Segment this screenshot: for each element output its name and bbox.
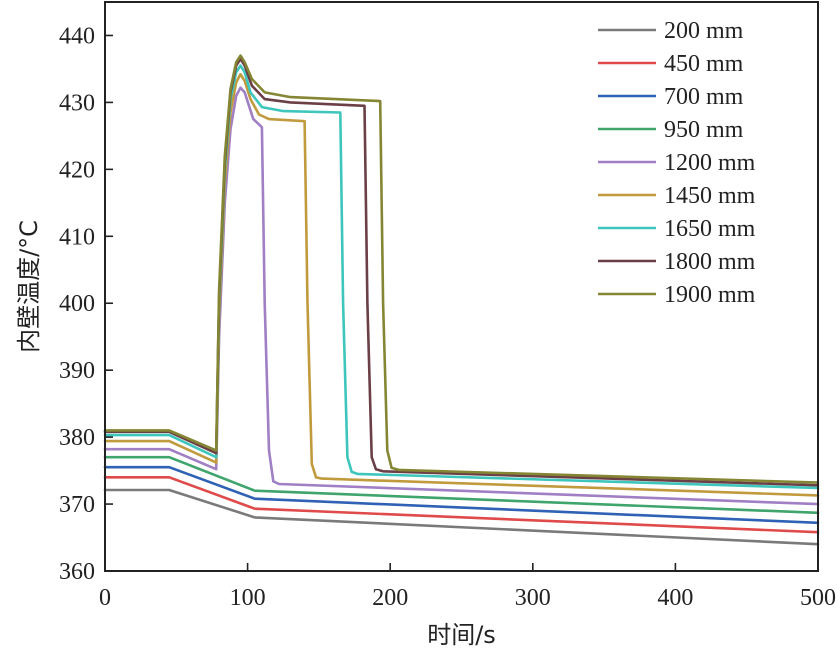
legend-label-3: 950 mm: [664, 117, 744, 143]
y-tick-label-8: 440: [59, 23, 95, 49]
y-tick-label-4: 400: [59, 291, 95, 317]
series-line-8: [103, 54, 820, 484]
legend-label-2: 700 mm: [664, 84, 744, 110]
y-tick-label-6: 420: [59, 157, 95, 183]
y-axis-label: 内壁温度/°C: [15, 220, 43, 353]
y-tick-label-1: 370: [59, 492, 95, 518]
series-layer: [103, 54, 820, 546]
series-line-1: [103, 476, 820, 534]
y-tick-label-3: 390: [59, 358, 95, 384]
y-tick-label-2: 380: [59, 425, 95, 451]
x-axis-label: 时间/s: [427, 621, 496, 649]
x-tick-label-0: 0: [99, 585, 111, 611]
x-tick-label-4: 400: [657, 585, 693, 611]
axis-ticks: 0 100 200 300 400 500 360 370 380 390 400 410 420 430…: [59, 23, 836, 611]
legend-label-8: 1900 mm: [664, 282, 756, 308]
x-tick-label-1: 100: [230, 585, 266, 611]
legend-label-4: 1200 mm: [664, 150, 756, 176]
x-tick-label-5: 500: [800, 585, 836, 611]
legend-label-6: 1650 mm: [664, 216, 756, 242]
x-tick-label-2: 200: [372, 585, 408, 611]
y-tick-label-7: 430: [59, 90, 95, 116]
legend-label-1: 450 mm: [664, 51, 744, 77]
legend: 200 mm 450 mm 700 mm 950 mm 1200 mm 1450 mm 16…: [598, 18, 756, 308]
plot-frame: [104, 1, 819, 572]
series-line-3: [103, 455, 820, 515]
y-tick-label-5: 410: [59, 224, 95, 250]
y-tick-label-0: 360: [59, 559, 95, 585]
x-tick-label-3: 300: [515, 585, 551, 611]
series-line-0: [103, 488, 820, 546]
series-line-2: [103, 465, 820, 525]
legend-label-7: 1800 mm: [664, 249, 756, 275]
legend-label-5: 1450 mm: [664, 183, 756, 209]
legend-label-0: 200 mm: [664, 18, 744, 44]
